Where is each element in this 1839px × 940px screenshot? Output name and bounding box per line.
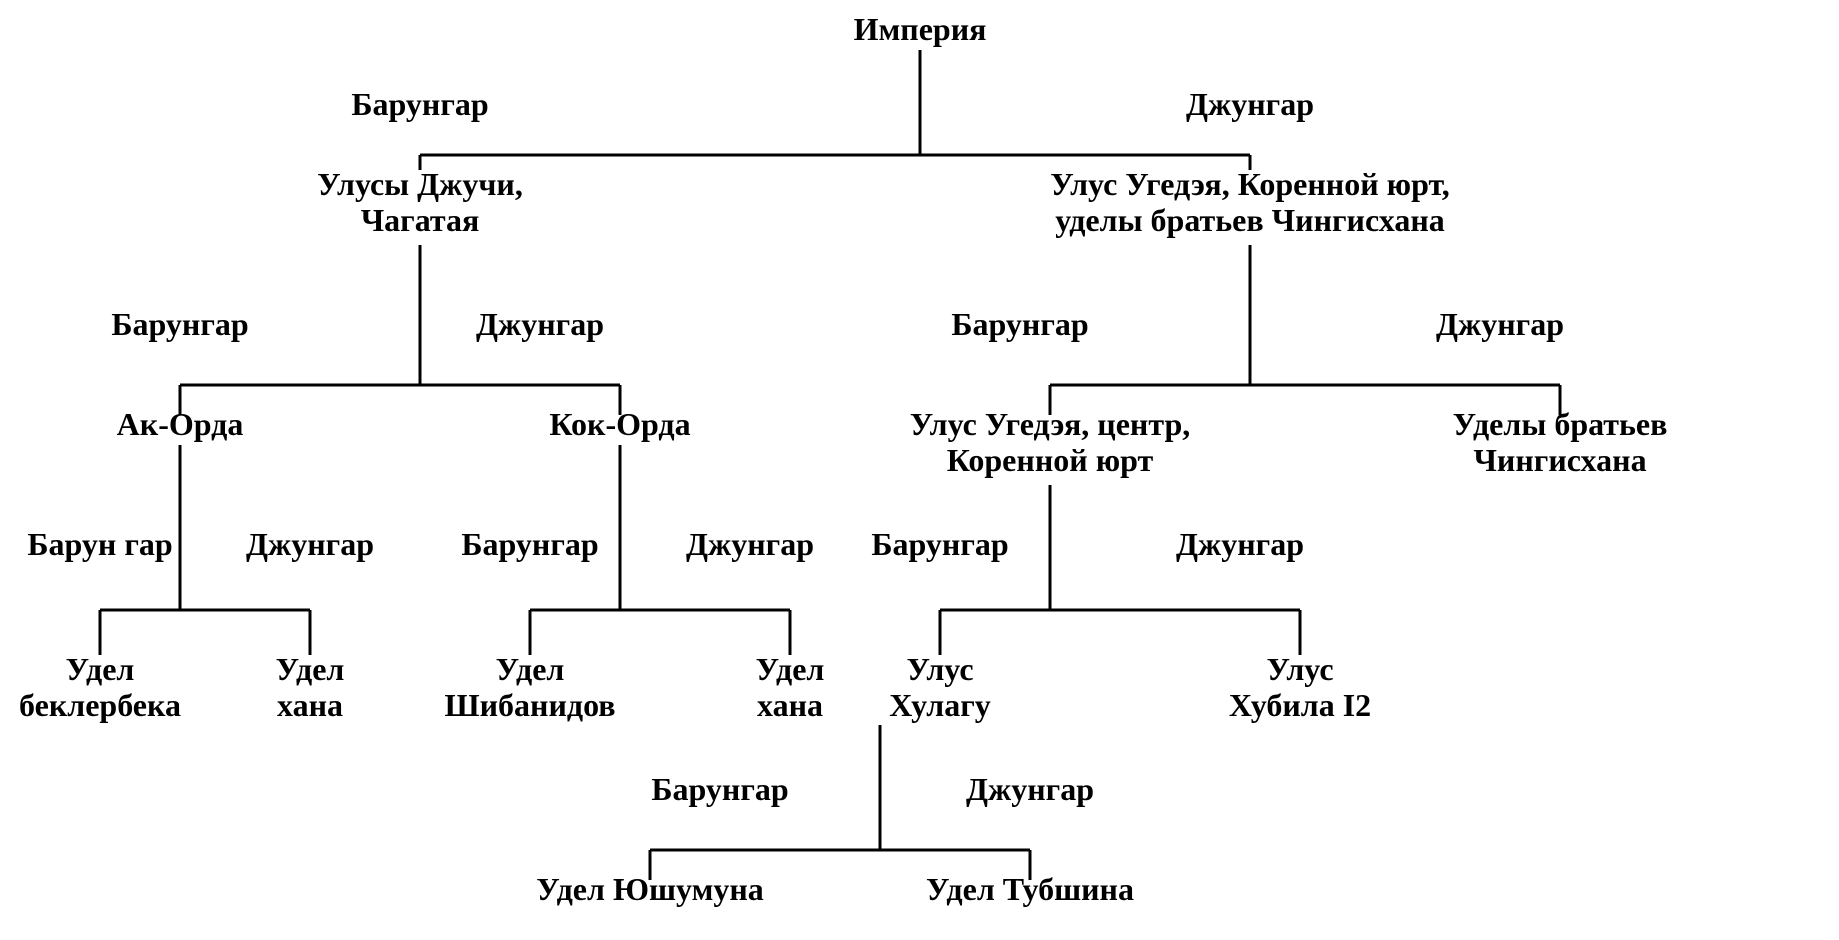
branch-label-left: Барунгар	[951, 306, 1088, 342]
branch-label-left: Барунгар	[651, 771, 788, 807]
tree-node-l3_b1: УделШибанидов	[444, 651, 615, 723]
branch-label-right: Джунгар	[686, 526, 814, 562]
branch-label-right: Джунгар	[1176, 526, 1304, 562]
tree-node-l3_a1: Уделбеклербека	[19, 651, 181, 723]
tree-node-l4_c1b: Удел Тубшина	[926, 871, 1134, 907]
tree-node-l1_right: Улус Угедэя, Коренной юрт,уделы братьев …	[1050, 166, 1450, 238]
tree-node-l3_c1: УлусХулагу	[889, 651, 991, 723]
tree-node-l2_a: Ак-Орда	[117, 406, 244, 442]
branch-label-left: Барун гар	[27, 526, 172, 562]
branch-label-right: Джунгар	[476, 306, 604, 342]
branch-label-right: Джунгар	[246, 526, 374, 562]
branch-label-right: Джунгар	[1436, 306, 1564, 342]
tree-node-l3_c2: УлусХубила I2	[1229, 651, 1371, 723]
branch-label-right: Джунгар	[966, 771, 1094, 807]
tree-node-l3_a2: Уделхана	[276, 651, 345, 723]
tree-node-l3_b2: Уделхана	[756, 651, 825, 723]
branch-label-left: Барунгар	[351, 86, 488, 122]
tree-node-l2_c: Улус Угедэя, центр,Коренной юрт	[910, 406, 1190, 478]
branch-label-right: Джунгар	[1186, 86, 1314, 122]
branch-label-left: Барунгар	[461, 526, 598, 562]
branch-label-left: Барунгар	[871, 526, 1008, 562]
tree-node-l1_left: Улусы Джучи,Чагатая	[317, 166, 523, 238]
tree-node-root: Империя	[854, 11, 987, 47]
tree-node-l4_c1a: Удел Юшумуна	[536, 871, 764, 907]
tree-node-l2_d: Уделы братьевЧингисхана	[1453, 406, 1668, 478]
tree-node-l2_b: Кок-Орда	[549, 406, 690, 442]
hierarchy-tree-diagram: Барунгар Джунгар Барунгар Джунгар Барунгар Дж…	[0, 0, 1839, 940]
branch-label-left: Барунгар	[111, 306, 248, 342]
